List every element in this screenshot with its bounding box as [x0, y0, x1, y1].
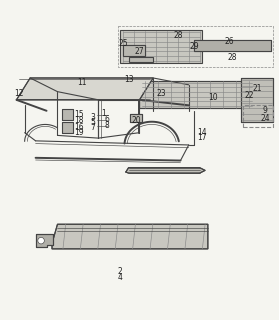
- Text: 27: 27: [135, 47, 144, 57]
- Polygon shape: [241, 78, 273, 122]
- Polygon shape: [194, 40, 271, 51]
- Text: 1: 1: [102, 109, 106, 118]
- Text: 10: 10: [208, 92, 218, 102]
- Text: 29: 29: [189, 42, 199, 51]
- Text: 4: 4: [118, 273, 123, 282]
- Text: 23: 23: [157, 89, 166, 98]
- Polygon shape: [140, 81, 254, 108]
- Text: 3: 3: [91, 113, 95, 122]
- Text: 28: 28: [173, 31, 182, 40]
- Polygon shape: [36, 234, 53, 247]
- Polygon shape: [52, 224, 208, 249]
- Text: 17: 17: [198, 133, 207, 142]
- Text: 6: 6: [104, 115, 109, 124]
- Text: 20: 20: [132, 116, 141, 125]
- Text: 12: 12: [15, 89, 24, 98]
- Text: 16: 16: [74, 123, 84, 132]
- Text: 19: 19: [74, 128, 84, 137]
- Polygon shape: [62, 109, 73, 120]
- Text: 18: 18: [74, 116, 84, 125]
- Text: 26: 26: [225, 36, 235, 45]
- Text: 11: 11: [77, 77, 87, 87]
- Text: 9: 9: [263, 106, 268, 115]
- Text: 2: 2: [118, 267, 123, 276]
- Text: 13: 13: [124, 75, 133, 84]
- Polygon shape: [38, 237, 44, 244]
- Text: 22: 22: [244, 91, 254, 100]
- Text: 28: 28: [228, 53, 237, 62]
- Polygon shape: [62, 122, 73, 133]
- Text: 15: 15: [74, 110, 84, 119]
- Text: 8: 8: [104, 121, 109, 130]
- Text: 5: 5: [91, 118, 95, 127]
- Text: 24: 24: [261, 115, 270, 124]
- Text: 21: 21: [252, 84, 262, 93]
- Polygon shape: [123, 45, 145, 56]
- Polygon shape: [126, 168, 205, 173]
- Text: 25: 25: [118, 39, 128, 48]
- Text: 7: 7: [91, 123, 95, 132]
- Text: 14: 14: [198, 128, 207, 137]
- Polygon shape: [129, 57, 153, 62]
- Polygon shape: [130, 114, 142, 122]
- Polygon shape: [16, 78, 153, 100]
- Polygon shape: [120, 30, 202, 63]
